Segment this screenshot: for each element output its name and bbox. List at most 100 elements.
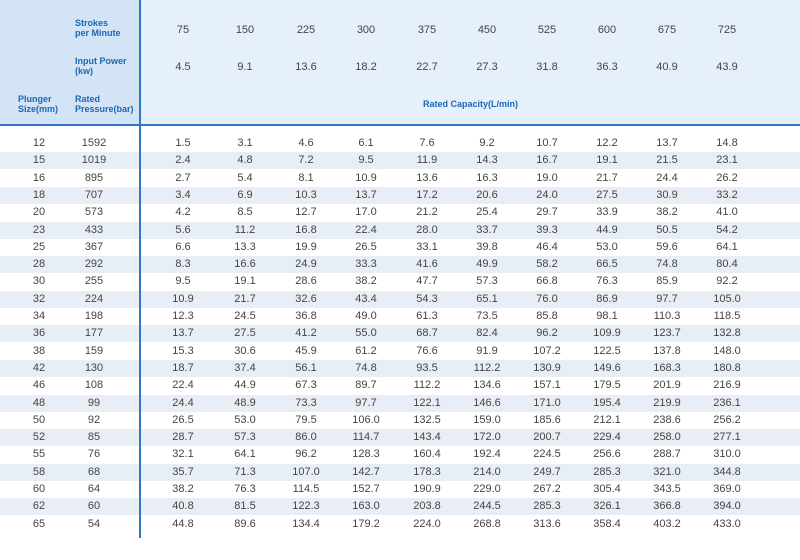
plunger-size-cell: 52 — [32, 431, 46, 444]
capacity-cell: 41.2 — [295, 327, 317, 340]
capacity-cell: 17.0 — [355, 206, 377, 219]
table-row: 38 159 15.3 30.6 45.9 61.2 76.6 91.9 107.2 122.5 1… — [0, 343, 800, 360]
capacity-cell: 106.0 — [352, 413, 380, 426]
capacity-cell: 21.2 — [416, 206, 438, 219]
capacity-cell: 12.3 — [172, 310, 194, 322]
capacity-cell: 82.4 — [476, 327, 498, 340]
capacity-cell: 216.9 — [713, 379, 741, 392]
capacity-cell: 157.1 — [533, 379, 561, 392]
capacity-cell: 80.4 — [716, 258, 738, 271]
input-power-value: 43.9 — [716, 61, 738, 73]
capacity-cell: 89.7 — [355, 379, 377, 392]
capacity-cell: 92.2 — [716, 275, 738, 288]
capacity-cell: 4.2 — [175, 206, 191, 219]
capacity-cell: 238.6 — [653, 413, 681, 426]
capacity-cell: 13.7 — [172, 327, 194, 340]
rated-pressure-cell: 108 — [84, 379, 104, 392]
capacity-cell: 4.8 — [237, 154, 253, 167]
capacity-cell: 137.8 — [653, 344, 681, 357]
capacity-cell: 224.0 — [413, 517, 441, 530]
capacity-cell: 172.0 — [473, 431, 501, 444]
capacity-cell: 11.9 — [416, 154, 438, 167]
capacity-cell: 32.6 — [295, 292, 317, 305]
rated-pressure-cell: 433 — [84, 223, 104, 236]
rated-pressure-cell: 64 — [87, 483, 101, 495]
capacity-cell: 110.3 — [653, 310, 681, 322]
capacity-cell: 30.6 — [234, 344, 256, 357]
capacity-cell: 16.8 — [295, 223, 317, 236]
input-power-value: 31.8 — [536, 61, 558, 73]
capacity-cell: 68.7 — [416, 327, 438, 340]
capacity-cell: 66.5 — [596, 258, 618, 271]
rated-pressure-cell: 255 — [84, 275, 104, 288]
rated-pressure-label: Rated Pressure(bar) — [75, 94, 134, 114]
capacity-cell: 258.0 — [653, 431, 681, 444]
capacity-cell: 369.0 — [713, 483, 741, 495]
capacity-cell: 160.4 — [413, 448, 441, 461]
capacity-cell: 26.2 — [716, 171, 738, 184]
capacity-cell: 33.1 — [416, 240, 438, 253]
rated-pressure-label-line1: Rated — [75, 94, 101, 104]
capacity-cell: 96.2 — [536, 327, 558, 340]
capacity-cell: 288.7 — [653, 448, 681, 461]
rated-pressure-cell: 1592 — [81, 137, 107, 149]
plunger-size-cell: 25 — [32, 240, 46, 253]
strokes-label-line2: per Minute — [75, 28, 121, 38]
capacity-cell: 67.3 — [295, 379, 317, 392]
capacity-cell: 16.7 — [536, 154, 558, 167]
capacity-cell: 22.4 — [355, 223, 377, 236]
capacity-cell: 214.0 — [473, 465, 501, 478]
capacity-cell: 310.0 — [713, 448, 741, 461]
strokes-value: 150 — [235, 24, 255, 36]
capacity-cell: 65.1 — [476, 292, 498, 305]
capacity-cell: 86.0 — [295, 431, 317, 444]
capacity-cell: 44.9 — [596, 223, 618, 236]
capacity-cell: 178.3 — [413, 465, 441, 478]
capacity-cell: 61.3 — [416, 310, 438, 322]
table-row: 50 92 26.5 53.0 79.5 106.0 132.5 159.0 185.6 212.… — [0, 412, 800, 429]
capacity-cell: 9.5 — [358, 154, 374, 167]
rated-pressure-cell: 1019 — [81, 154, 107, 167]
table-row: 36 177 13.7 27.5 41.2 55.0 68.7 82.4 96.2 109.9 12… — [0, 325, 800, 343]
capacity-cell: 85.9 — [656, 275, 678, 288]
input-power-value: 4.5 — [175, 61, 191, 73]
capacity-cell: 277.1 — [713, 431, 741, 444]
capacity-cell: 8.1 — [298, 171, 314, 184]
capacity-cell: 10.7 — [536, 137, 558, 149]
table-row: 23 433 5.6 11.2 16.8 22.4 28.0 33.7 39.3 44.9 50.5… — [0, 221, 800, 239]
capacity-cell: 74.8 — [656, 258, 678, 271]
capacity-cell: 86.9 — [596, 292, 618, 305]
capacity-cell: 132.8 — [713, 327, 741, 340]
capacity-cell: 21.7 — [234, 292, 256, 305]
capacity-cell: 66.8 — [536, 275, 558, 288]
capacity-cell: 224.5 — [533, 448, 561, 461]
capacity-cell: 105.0 — [713, 292, 741, 305]
capacity-cell: 43.4 — [355, 292, 377, 305]
capacity-cell: 33.9 — [596, 206, 618, 219]
capacity-cell: 122.3 — [292, 500, 320, 513]
capacity-cell: 19.0 — [536, 171, 558, 184]
rated-pressure-cell: 367 — [84, 240, 104, 253]
capacity-cell: 56.1 — [295, 361, 317, 374]
capacity-cell: 112.2 — [413, 379, 441, 392]
capacity-cell: 285.3 — [533, 500, 561, 513]
plunger-size-cell: 65 — [32, 517, 46, 530]
capacity-cell: 53.0 — [234, 413, 256, 426]
table-row: 28 292 8.3 16.6 24.9 33.3 41.6 49.9 58.2 66.5 74.8… — [0, 256, 800, 274]
capacity-cell: 10.9 — [172, 292, 194, 305]
capacity-cell: 1.5 — [175, 137, 191, 149]
capacity-cell: 38.2 — [656, 206, 678, 219]
table-row: 32 224 10.9 21.7 32.6 43.4 54.3 65.1 76.0 86.9 97.… — [0, 290, 800, 308]
capacity-cell: 114.7 — [352, 431, 380, 444]
capacity-cell: 91.9 — [476, 344, 498, 357]
table-row: 25 367 6.6 13.3 19.9 26.5 33.1 39.8 46.4 53.0 59.6… — [0, 239, 800, 256]
capacity-cell: 45.9 — [295, 344, 317, 357]
capacity-cell: 76.0 — [536, 292, 558, 305]
table-row: 18 707 3.4 6.9 10.3 13.7 17.2 20.6 24.0 27.5 30.9 3… — [0, 186, 800, 204]
strokes-value: 725 — [717, 24, 737, 36]
capacity-cell: 24.0 — [536, 188, 558, 201]
capacity-cell: 130.9 — [533, 361, 561, 374]
plunger-size-label: Plunger Size(mm) — [18, 94, 58, 114]
capacity-cell: 73.3 — [295, 396, 317, 409]
capacity-cell: 123.7 — [653, 327, 681, 340]
